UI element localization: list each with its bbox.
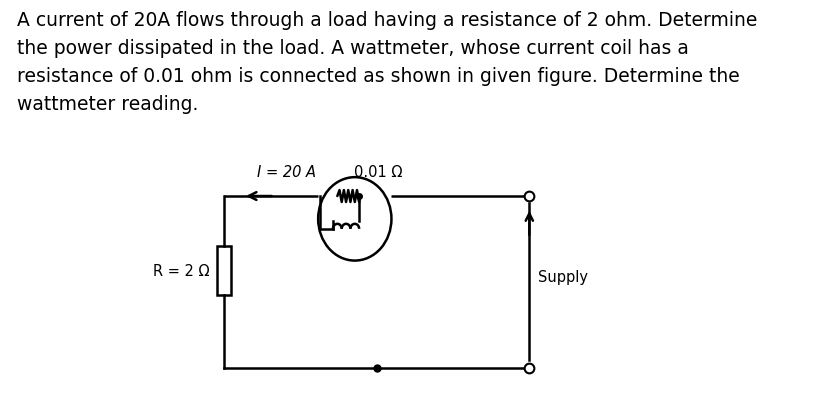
Circle shape (318, 178, 392, 261)
Text: Supply: Supply (538, 270, 588, 285)
Text: A current of 20A flows through a load having a resistance of 2 ohm. Determine
th: A current of 20A flows through a load ha… (17, 11, 758, 114)
Text: 0.01 Ω: 0.01 Ω (354, 165, 402, 180)
FancyBboxPatch shape (217, 246, 231, 296)
Text: R = 2 Ω: R = 2 Ω (154, 263, 210, 278)
Text: I = 20 A: I = 20 A (257, 165, 316, 180)
